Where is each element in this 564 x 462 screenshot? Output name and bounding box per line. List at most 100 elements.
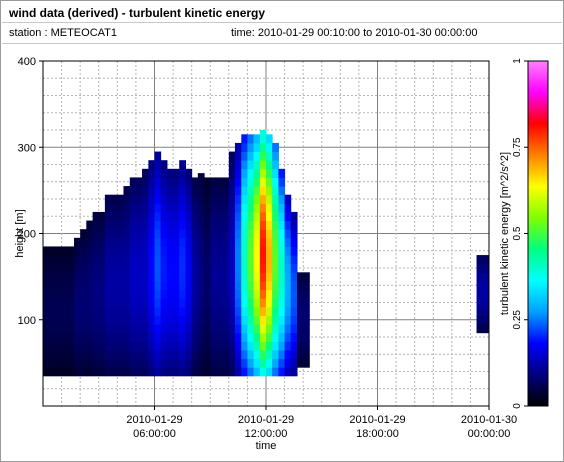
heatmap-cell xyxy=(154,229,162,239)
heatmap-cell xyxy=(148,186,155,196)
heatmap-cell xyxy=(228,349,236,360)
heatmap-cell xyxy=(290,237,298,247)
heatmap-cell xyxy=(210,263,230,273)
heatmap-cell xyxy=(179,229,187,239)
heatmap-cell xyxy=(266,186,273,196)
heatmap-cell xyxy=(104,367,124,377)
heatmap-cell xyxy=(191,177,199,187)
x-tick-label-date: 2010-01-29 xyxy=(349,414,405,426)
heatmap-cell xyxy=(154,168,162,178)
heatmap-cell xyxy=(160,186,168,196)
heatmap-cell xyxy=(228,237,236,247)
title-bar: wind data (derived) - turbulent kinetic … xyxy=(2,2,562,23)
heatmap-cell xyxy=(191,211,199,222)
heatmap-cell xyxy=(297,289,310,299)
heatmap-cell xyxy=(259,194,267,204)
heatmap-cell xyxy=(43,255,75,265)
colorbar-tick-label: 1 xyxy=(512,58,523,64)
heatmap-cell xyxy=(185,315,193,325)
heatmap-cell xyxy=(74,289,81,299)
heatmap-cell xyxy=(129,246,143,256)
heatmap-cell xyxy=(253,349,261,360)
heatmap-cell xyxy=(148,168,155,178)
heatmap-cell xyxy=(272,324,279,334)
heatmap-cell xyxy=(185,229,193,239)
heatmap-cell xyxy=(142,246,149,256)
heatmap-cell xyxy=(476,272,490,282)
heatmap-cell xyxy=(80,246,87,256)
heatmap-cell xyxy=(266,151,273,161)
heatmap-cell xyxy=(259,332,267,342)
heatmap-cell xyxy=(104,211,124,222)
heatmap-cell xyxy=(247,289,255,299)
heatmap-cell xyxy=(166,306,180,316)
heatmap-column xyxy=(253,134,261,377)
colorbar-tick-label: 0.75 xyxy=(512,137,523,157)
heatmap-cell xyxy=(297,332,310,342)
x-tick-label-time: 18:00:00 xyxy=(356,428,399,440)
heatmap-cell xyxy=(234,367,242,377)
heatmap-cell xyxy=(234,160,242,170)
heatmap-cell xyxy=(185,341,193,351)
heatmap-cell xyxy=(154,246,162,256)
heatmap-cell xyxy=(191,315,199,325)
heatmap-cell xyxy=(234,349,242,360)
heatmap-cell xyxy=(228,229,236,239)
heatmap-cell xyxy=(86,263,94,273)
heatmap-cell xyxy=(148,306,155,316)
heatmap-cell xyxy=(259,229,267,239)
heatmap-cell xyxy=(148,160,155,170)
heatmap-cell xyxy=(129,280,143,291)
heatmap-cell xyxy=(266,220,273,230)
heatmap-cell xyxy=(154,349,162,360)
heatmap-cell xyxy=(297,358,310,368)
heatmap-cell xyxy=(86,289,94,299)
heatmap-cell xyxy=(86,272,94,282)
heatmap-cell xyxy=(104,272,124,282)
heatmap-cell xyxy=(80,332,87,342)
heatmap-cell xyxy=(197,229,205,239)
heatmap-cell xyxy=(259,246,267,256)
heatmap-cell xyxy=(43,315,75,325)
heatmap-cell xyxy=(278,332,286,342)
heatmap-cell xyxy=(253,134,261,144)
heatmap-cell xyxy=(197,211,205,222)
heatmap-cell xyxy=(234,168,242,178)
heatmap-cell xyxy=(259,134,267,144)
heatmap-cell xyxy=(197,289,205,299)
info-bar: station : METEOCAT1 time: 2010-01-29 00:… xyxy=(2,23,562,44)
heatmap-cell xyxy=(104,332,124,342)
heatmap-cell xyxy=(43,358,75,368)
heatmap-cell xyxy=(259,160,267,170)
heatmap-cell xyxy=(179,324,187,334)
heatmap-cell xyxy=(74,263,81,273)
heatmap-cell xyxy=(297,324,310,334)
heatmap-cell xyxy=(234,315,242,325)
heatmap-cell xyxy=(253,168,261,178)
heatmap-cell xyxy=(247,367,255,377)
heatmap-cell xyxy=(179,160,187,170)
heatmap-cell xyxy=(160,203,168,213)
heatmap-cell xyxy=(476,289,490,299)
heatmap-cell xyxy=(166,263,180,273)
heatmap-cell xyxy=(154,280,162,291)
heatmap-cell xyxy=(86,306,94,316)
heatmap-cell xyxy=(247,203,255,213)
heatmap-cell xyxy=(197,272,205,282)
heatmap-cell xyxy=(123,255,131,265)
heatmap-cell xyxy=(129,298,143,308)
y-tick-label: 100 xyxy=(18,315,36,327)
heatmap-cell xyxy=(253,186,261,196)
heatmap-cell xyxy=(247,358,255,368)
heatmap-cell xyxy=(86,255,94,265)
heatmap-cell xyxy=(290,341,298,351)
heatmap-cell xyxy=(148,246,155,256)
heatmap-cell xyxy=(210,272,230,282)
heatmap-cell xyxy=(185,272,193,282)
heatmap-cell xyxy=(253,177,261,187)
heatmap-cell xyxy=(266,194,273,204)
heatmap-cell xyxy=(272,358,279,368)
heatmap-cell xyxy=(80,280,87,291)
heatmap-cell xyxy=(253,315,261,325)
heatmap-cell xyxy=(148,358,155,368)
